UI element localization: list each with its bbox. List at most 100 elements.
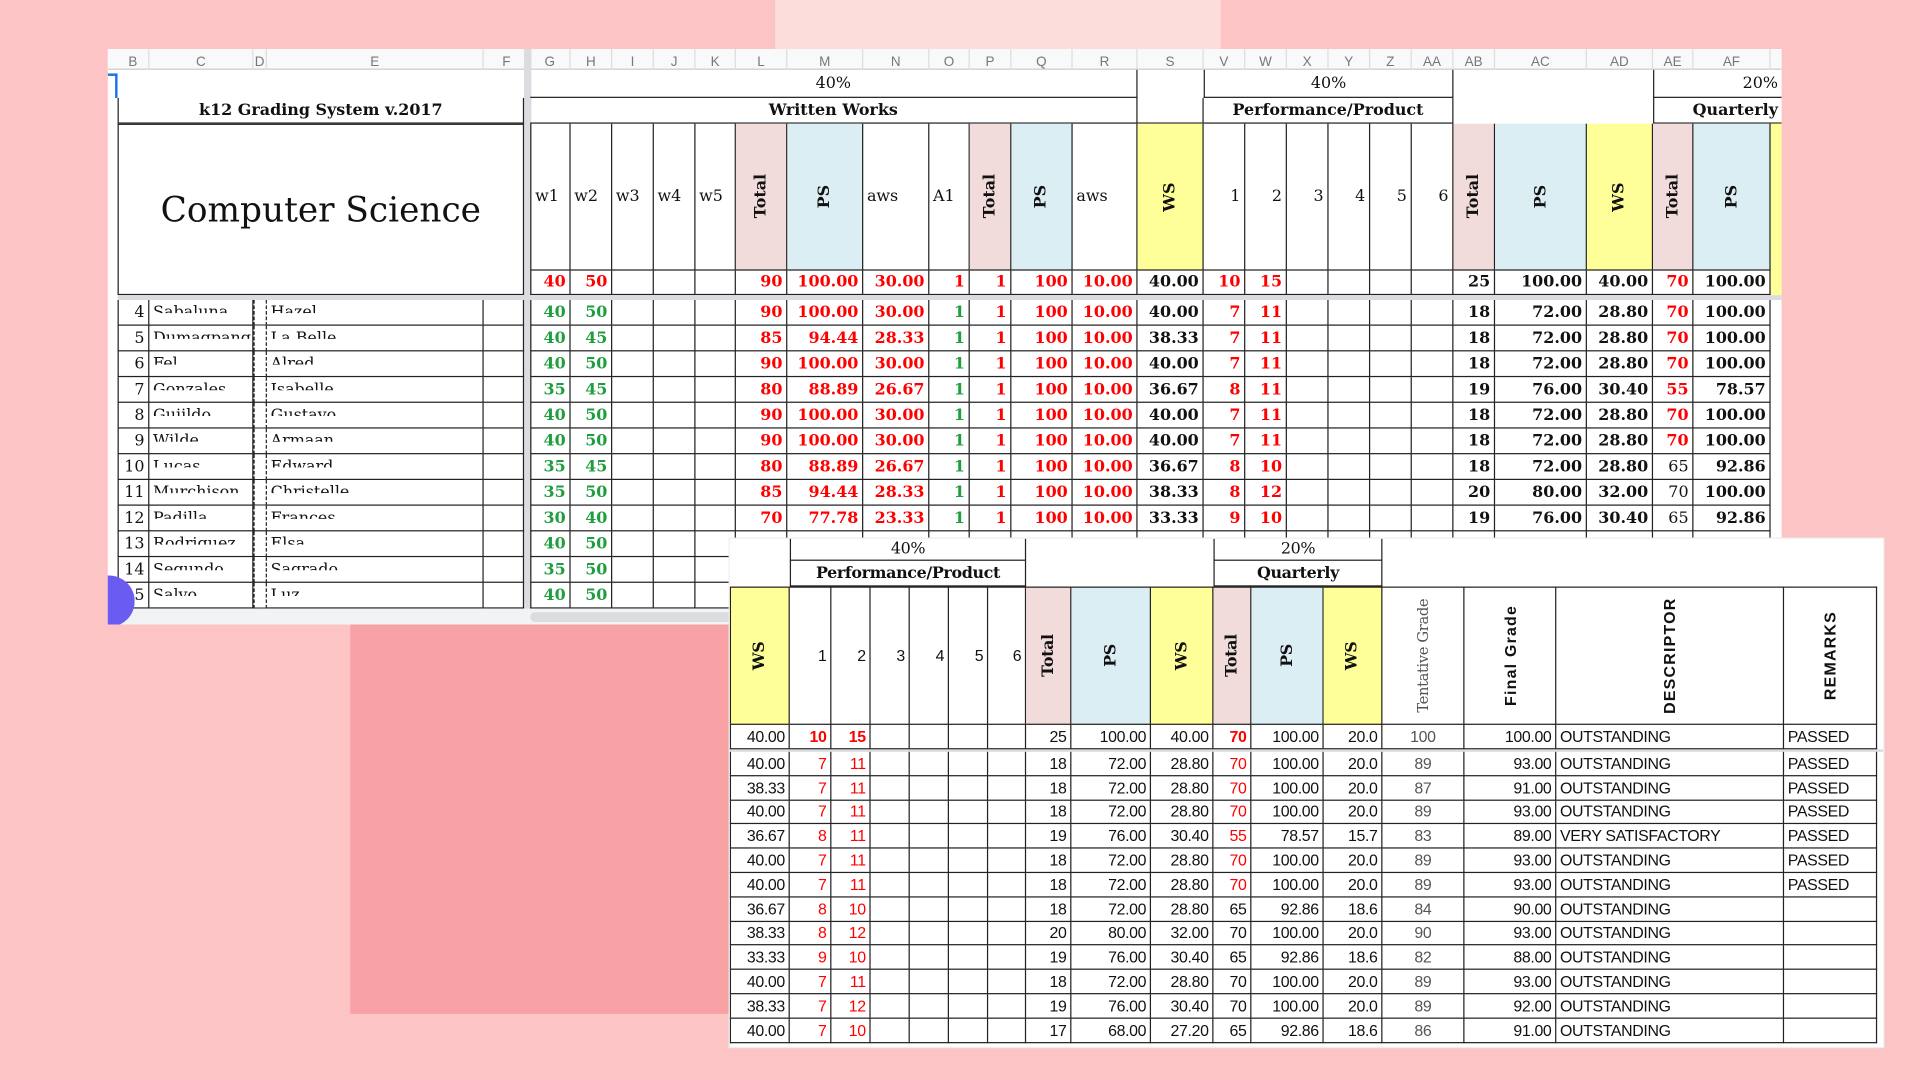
comma-cell[interactable] (253, 428, 267, 455)
score-cell[interactable]: 30.40 (1151, 824, 1214, 849)
remarks-cell[interactable]: PASSED (1784, 776, 1878, 801)
score-cell[interactable] (653, 377, 696, 403)
score-cell[interactable]: 10.00 (1072, 480, 1138, 506)
comma-cell[interactable] (253, 351, 267, 378)
score-cell[interactable]: 30.40 (1151, 945, 1214, 971)
max-score-cell[interactable]: 70 (1213, 724, 1252, 750)
score-cell[interactable]: 1 (969, 402, 1012, 429)
score-cell[interactable] (612, 582, 654, 609)
score-cell[interactable]: 1 (969, 428, 1012, 455)
score-cell[interactable]: 10.00 (1072, 377, 1138, 403)
remarks-cell[interactable]: PASSED (1784, 848, 1878, 874)
score-cell[interactable] (870, 800, 910, 825)
score-cell[interactable]: 10.00 (1072, 402, 1138, 429)
score-cell[interactable]: 7 (1203, 428, 1246, 455)
score-cell[interactable]: 76.00 (1071, 945, 1152, 971)
score-cell[interactable]: 45 (570, 454, 613, 481)
score-cell[interactable]: 11 (1245, 325, 1287, 352)
score-cell[interactable]: 10 (1245, 505, 1287, 532)
score-cell[interactable]: 72.00 (1071, 800, 1152, 825)
score-cell[interactable] (653, 428, 696, 455)
score-cell[interactable]: 7 (789, 873, 832, 898)
spreadsheet-zoomed[interactable]: 40% 20% Performance/Product Quarterly WS 1 2 3 4… (729, 538, 1884, 1047)
score-cell[interactable] (870, 897, 910, 922)
score-cell[interactable]: 91.00 (1464, 776, 1557, 801)
score-cell[interactable]: 50 (570, 300, 613, 326)
score-cell[interactable] (1411, 480, 1454, 506)
score-cell[interactable] (909, 776, 949, 801)
score-cell[interactable]: 40.00 (1137, 300, 1204, 326)
score-cell[interactable]: 80.00 (1495, 480, 1587, 506)
score-cell[interactable]: 83 (1382, 824, 1465, 849)
score-cell[interactable] (1370, 300, 1412, 326)
max-score-cell[interactable] (1328, 270, 1371, 296)
score-cell[interactable]: 72.00 (1495, 454, 1587, 481)
remarks-cell[interactable] (1784, 897, 1878, 922)
max-score-cell[interactable]: 100.00 (1693, 270, 1771, 296)
score-cell[interactable]: 11 (831, 970, 871, 995)
score-cell[interactable]: 72.00 (1495, 325, 1587, 352)
score-cell[interactable]: 70 (1213, 800, 1252, 825)
score-cell[interactable]: 10 (831, 1018, 871, 1043)
column-letter-AD[interactable]: AD (1587, 48, 1654, 70)
score-cell[interactable]: 80.00 (1071, 921, 1152, 946)
score-cell[interactable] (653, 300, 696, 326)
column-letter-Y[interactable]: Y (1329, 48, 1371, 70)
first-name-cell[interactable]: Elsa (266, 531, 484, 558)
score-cell[interactable]: 18 (1026, 873, 1072, 898)
column-letter-AA[interactable]: AA (1412, 48, 1454, 70)
score-cell[interactable]: 36.67 (1137, 454, 1204, 481)
score-cell[interactable] (653, 402, 696, 429)
score-cell[interactable]: 7 (1203, 300, 1246, 326)
max-score-cell[interactable] (870, 724, 910, 750)
score-cell[interactable] (948, 824, 989, 849)
last-name-cell[interactable]: Dumagpang (149, 325, 254, 352)
score-cell[interactable]: 100 (1011, 505, 1073, 532)
score-cell[interactable] (1411, 428, 1454, 455)
first-name-cell[interactable]: Armaan (266, 428, 484, 455)
score-cell[interactable] (695, 428, 736, 455)
score-cell[interactable]: 89 (1382, 873, 1465, 898)
score-cell[interactable] (695, 300, 736, 326)
score-cell[interactable]: 18.6 (1323, 945, 1383, 971)
score-cell[interactable]: 35 (530, 454, 571, 481)
scrollbar-thumb[interactable] (530, 612, 739, 623)
middle-initial-cell[interactable] (483, 351, 525, 378)
score-cell[interactable]: 11 (831, 848, 871, 874)
score-cell[interactable]: 7 (789, 994, 832, 1019)
column-letter-G[interactable]: G (530, 48, 571, 70)
score-cell[interactable]: 93.00 (1464, 873, 1557, 898)
score-cell[interactable] (909, 873, 949, 898)
middle-initial-cell[interactable] (483, 557, 525, 583)
score-cell[interactable]: 72.00 (1071, 776, 1152, 801)
max-score-cell[interactable]: 40.00 (1586, 270, 1654, 296)
score-cell[interactable]: 93.00 (1464, 751, 1557, 777)
first-name-cell[interactable]: Isabelle (266, 377, 484, 403)
score-cell[interactable] (909, 800, 949, 825)
comma-cell[interactable] (253, 505, 267, 532)
column-letter-X[interactable]: X (1287, 48, 1329, 70)
score-cell[interactable] (1370, 402, 1412, 429)
max-score-cell[interactable]: 10 (1203, 270, 1246, 296)
score-cell[interactable] (948, 848, 989, 874)
score-cell[interactable]: 38.33 (1137, 480, 1204, 506)
score-cell[interactable]: 7 (789, 848, 832, 874)
comma-cell[interactable] (253, 582, 267, 609)
score-cell[interactable]: 28.80 (1151, 970, 1214, 995)
last-name-cell[interactable]: Rodriguez (149, 531, 254, 558)
score-cell[interactable] (695, 325, 736, 352)
score-cell[interactable]: 40 (530, 351, 571, 378)
score-cell[interactable]: 88.89 (787, 377, 864, 403)
score-cell[interactable]: 40.00 (1137, 351, 1204, 378)
score-cell[interactable]: 18 (1026, 776, 1072, 801)
descriptor-cell[interactable]: OUTSTANDING (1556, 848, 1785, 874)
max-score-cell[interactable]: 100.00 (1251, 724, 1324, 750)
score-cell[interactable]: 92.86 (1251, 897, 1324, 922)
score-cell[interactable]: 89 (1382, 994, 1465, 1019)
score-cell[interactable]: 100.00 (1251, 800, 1324, 825)
score-cell[interactable]: 100 (1011, 402, 1073, 429)
last-name-cell[interactable]: Wilde (149, 428, 254, 455)
max-score-cell[interactable] (948, 724, 989, 750)
score-cell[interactable] (988, 994, 1027, 1019)
max-score-cell[interactable]: 1 (969, 270, 1012, 296)
